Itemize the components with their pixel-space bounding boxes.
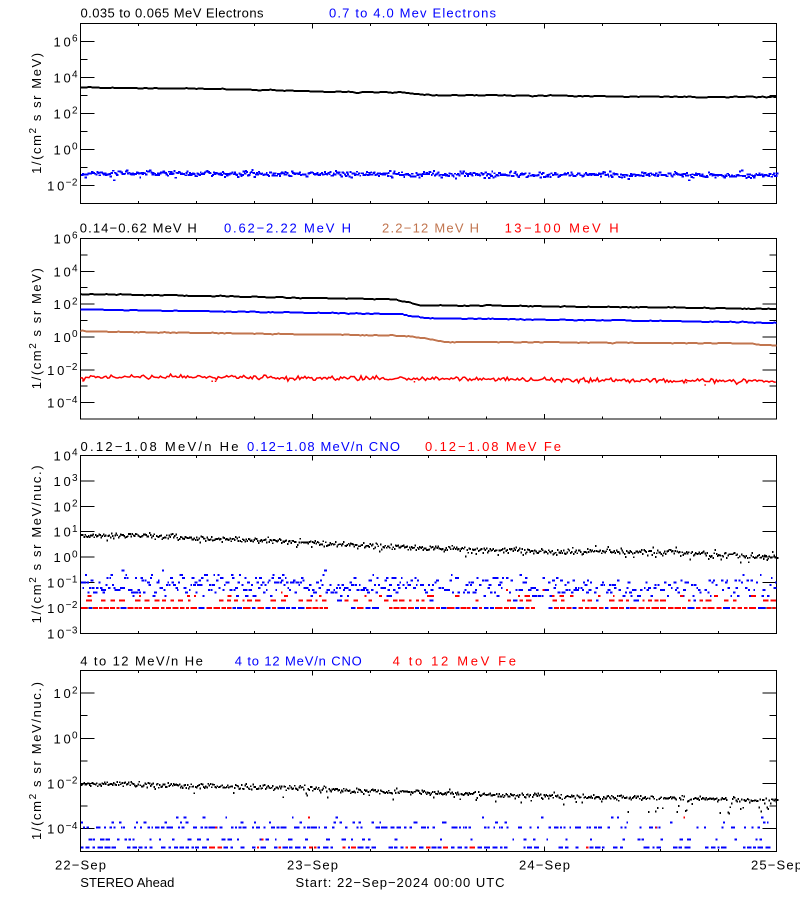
svg-text:102: 102 — [53, 685, 78, 701]
svg-text:0.035 to 0.065 MeV Electrons: 0.035 to 0.065 MeV Electrons — [81, 6, 265, 21]
svg-text:Start: 22−Sep−2024 00:00 UTC: Start: 22−Sep−2024 00:00 UTC — [296, 875, 505, 890]
svg-text:102: 102 — [53, 499, 78, 515]
svg-text:106: 106 — [53, 231, 78, 247]
svg-text:24−Sep: 24−Sep — [519, 858, 570, 873]
svg-text:102: 102 — [53, 106, 78, 122]
svg-text:4 to 12 MeV Fe: 4 to 12 MeV Fe — [393, 654, 516, 669]
svg-text:104: 104 — [53, 264, 78, 280]
svg-text:0.12−1.08 MeV/n CNO: 0.12−1.08 MeV/n CNO — [247, 439, 400, 454]
svg-text:10−3: 10−3 — [47, 626, 78, 642]
svg-text:0.62−2.22 MeV H: 0.62−2.22 MeV H — [224, 221, 351, 236]
svg-text:100: 100 — [53, 142, 78, 158]
svg-text:2.2−12 MeV H: 2.2−12 MeV H — [382, 221, 479, 236]
svg-text:102: 102 — [53, 296, 78, 312]
svg-text:STEREO Ahead: STEREO Ahead — [80, 875, 174, 890]
svg-text:103: 103 — [53, 473, 78, 489]
svg-text:10−2: 10−2 — [47, 178, 78, 194]
svg-text:22−Sep: 22−Sep — [55, 858, 106, 873]
svg-text:106: 106 — [53, 34, 78, 50]
svg-text:10−2: 10−2 — [47, 600, 78, 616]
svg-text:1/(cm2 s sr MeV): 1/(cm2 s sr MeV) — [28, 268, 44, 389]
svg-text:10−4: 10−4 — [47, 395, 78, 411]
svg-text:4 to 12 MeV/n CNO: 4 to 12 MeV/n CNO — [235, 654, 362, 669]
svg-text:0.7 to 4.0 Mev Electrons: 0.7 to 4.0 Mev Electrons — [329, 6, 497, 21]
svg-text:104: 104 — [53, 448, 78, 464]
svg-text:104: 104 — [53, 70, 78, 86]
svg-text:100: 100 — [53, 549, 78, 565]
svg-text:10−2: 10−2 — [47, 776, 78, 792]
svg-text:100: 100 — [53, 731, 78, 747]
svg-text:4 to 12 MeV/n He: 4 to 12 MeV/n He — [80, 654, 203, 669]
svg-text:23−Sep: 23−Sep — [287, 858, 338, 873]
svg-text:0.12−1.08 MeV/n He: 0.12−1.08 MeV/n He — [81, 439, 239, 454]
svg-text:0.12−1.08 MeV Fe: 0.12−1.08 MeV Fe — [425, 439, 561, 454]
svg-text:10−1: 10−1 — [47, 575, 78, 591]
svg-text:101: 101 — [53, 524, 78, 540]
svg-text:10−4: 10−4 — [47, 821, 78, 837]
svg-text:1/(cm2 s sr MeV): 1/(cm2 s sr MeV) — [28, 53, 44, 174]
svg-text:100: 100 — [53, 329, 78, 345]
svg-text:0.14−0.62 MeV H: 0.14−0.62 MeV H — [80, 221, 197, 236]
svg-text:10−2: 10−2 — [47, 362, 78, 378]
